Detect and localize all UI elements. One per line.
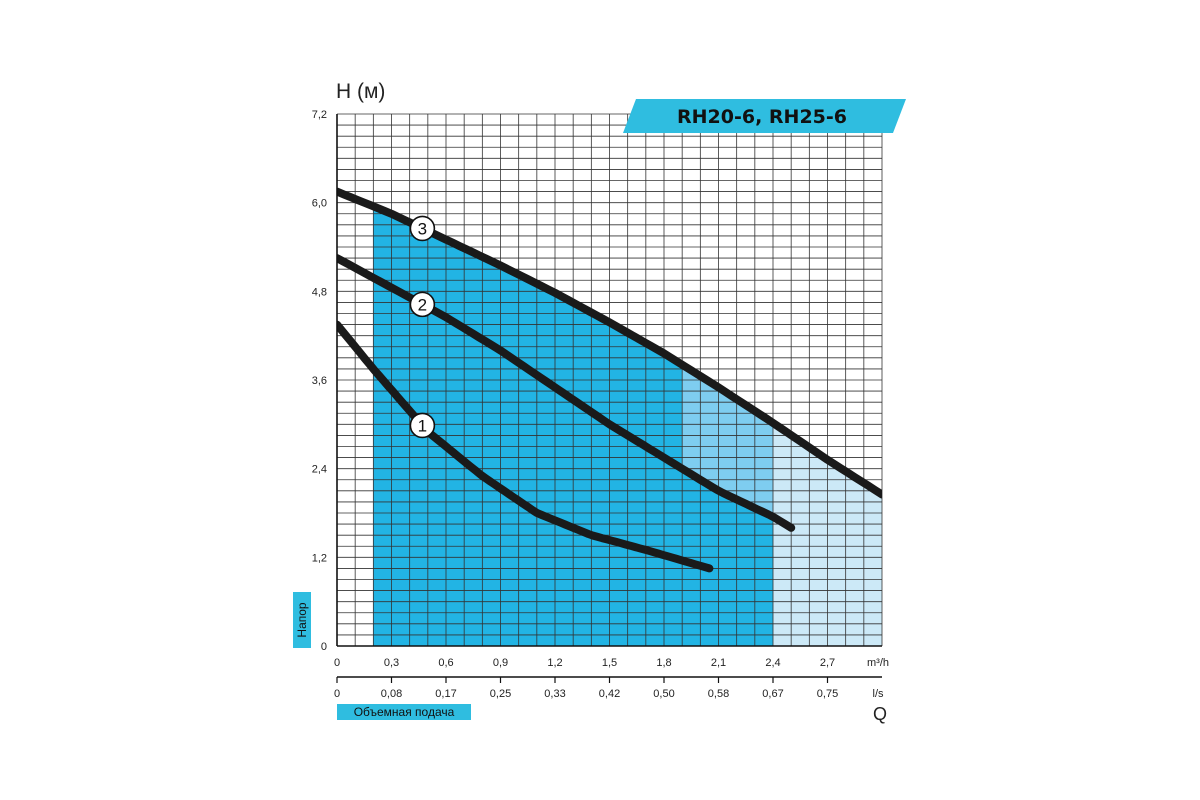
x-side-tag-label: Объемная подача [354,705,455,719]
curve-1 [337,320,714,573]
y-tick-label: 2,4 [312,464,327,476]
title-badge: RH20-6, RH25-6 [623,99,906,133]
title-badge-shape [623,99,906,133]
curve-marker-circle [409,412,436,439]
curve-markers: 1 2 3 [409,215,436,439]
x-axis-title: Q [873,704,887,724]
x-tick-label-ls: 0,17 [435,688,456,700]
x-tick-label-ls: 0,67 [762,688,783,700]
x-tick-label-ls: 0,08 [381,688,402,700]
curve-marker-2: 2 [409,291,436,318]
curve-marker-circle [409,291,436,318]
x-tick-label-ls: 0,42 [599,688,620,700]
chart-title: RH20-6, RH25-6 [677,106,847,128]
x-unit-m3h: m³/h [867,657,889,669]
y-tick-label: 1,2 [312,552,327,564]
x-tick-label-m3h: 2,1 [711,657,726,669]
tick-labels: 0 1,2 2,4 3,6 4,8 6,0 7,2 0 0,3 0,6 0,9 1,2 1,5 1,8 2,… [312,109,839,700]
y-side-tag-label: Напор [295,602,309,638]
curve-marker-1: 1 [409,412,436,439]
x-tick-label-ls: 0,25 [490,688,511,700]
y-tick-label: 0 [321,641,327,653]
x-tick-label-ls: 0,33 [544,688,565,700]
curve-marker-label: 1 [418,416,427,435]
x-tick-label-ls: 0,75 [817,688,838,700]
curve-marker-label: 2 [418,295,427,314]
x-tick-label-ls: 0,58 [708,688,729,700]
x-tick-label-m3h: 2,7 [820,657,835,669]
y-tick-label: 7,2 [312,109,327,121]
y-tick-label: 3,6 [312,375,327,387]
x-tick-label-m3h: 2,4 [765,657,780,669]
curve-marker-label: 3 [418,219,427,238]
x-side-tag: Объемная подача [337,704,471,720]
x-tick-label-m3h: 1,8 [656,657,671,669]
curve-marker-circle [409,215,436,242]
x-tick-label-m3h: 1,5 [602,657,617,669]
x-tick-label-m3h: 1,2 [547,657,562,669]
curve-marker-3: 3 [409,215,436,242]
x-tick-label-m3h: 0,9 [493,657,508,669]
x-tick-label-m3h: 0,3 [384,657,399,669]
y-tick-label: 4,8 [312,286,327,298]
x-tick-label-m3h: 0 [334,657,340,669]
y-tick-label: 6,0 [312,198,327,210]
x-unit-ls: l/s [873,688,885,700]
x-tick-label-m3h: 0,6 [438,657,453,669]
x-tick-label-ls: 0 [334,688,340,700]
y-axis-title: H (м) [336,80,385,103]
x-tick-label-ls: 0,50 [653,688,674,700]
y-side-tag: Напор [293,592,311,648]
